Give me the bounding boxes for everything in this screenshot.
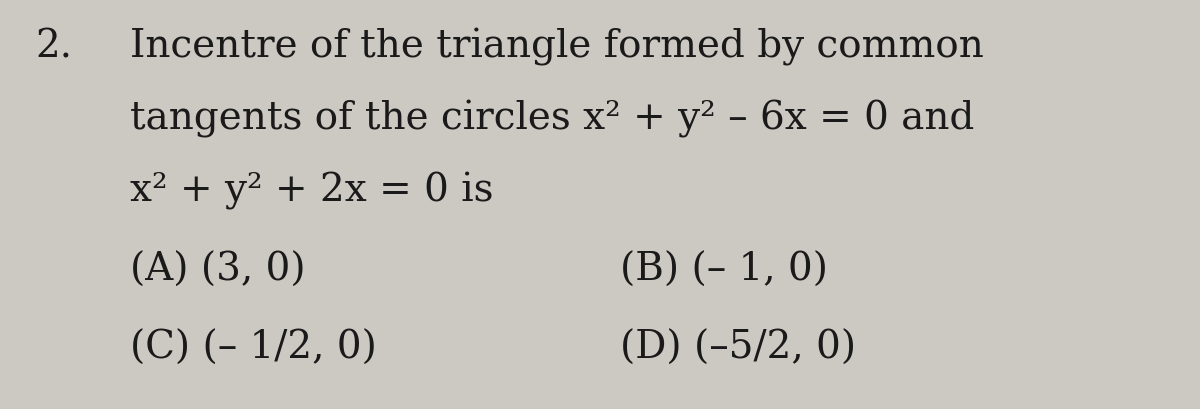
- Text: Incentre of the triangle formed by common: Incentre of the triangle formed by commo…: [130, 28, 984, 66]
- Text: (D) (–5/2, 0): (D) (–5/2, 0): [620, 330, 856, 367]
- Text: (A) (3, 0): (A) (3, 0): [130, 252, 306, 289]
- Text: tangents of the circles x² + y² – 6x = 0 and: tangents of the circles x² + y² – 6x = 0…: [130, 100, 974, 138]
- Text: x² + y² + 2x = 0 is: x² + y² + 2x = 0 is: [130, 172, 493, 210]
- Text: (C) (– 1/2, 0): (C) (– 1/2, 0): [130, 330, 377, 367]
- Text: (B) (– 1, 0): (B) (– 1, 0): [620, 252, 828, 289]
- Text: 2.: 2.: [35, 28, 72, 65]
